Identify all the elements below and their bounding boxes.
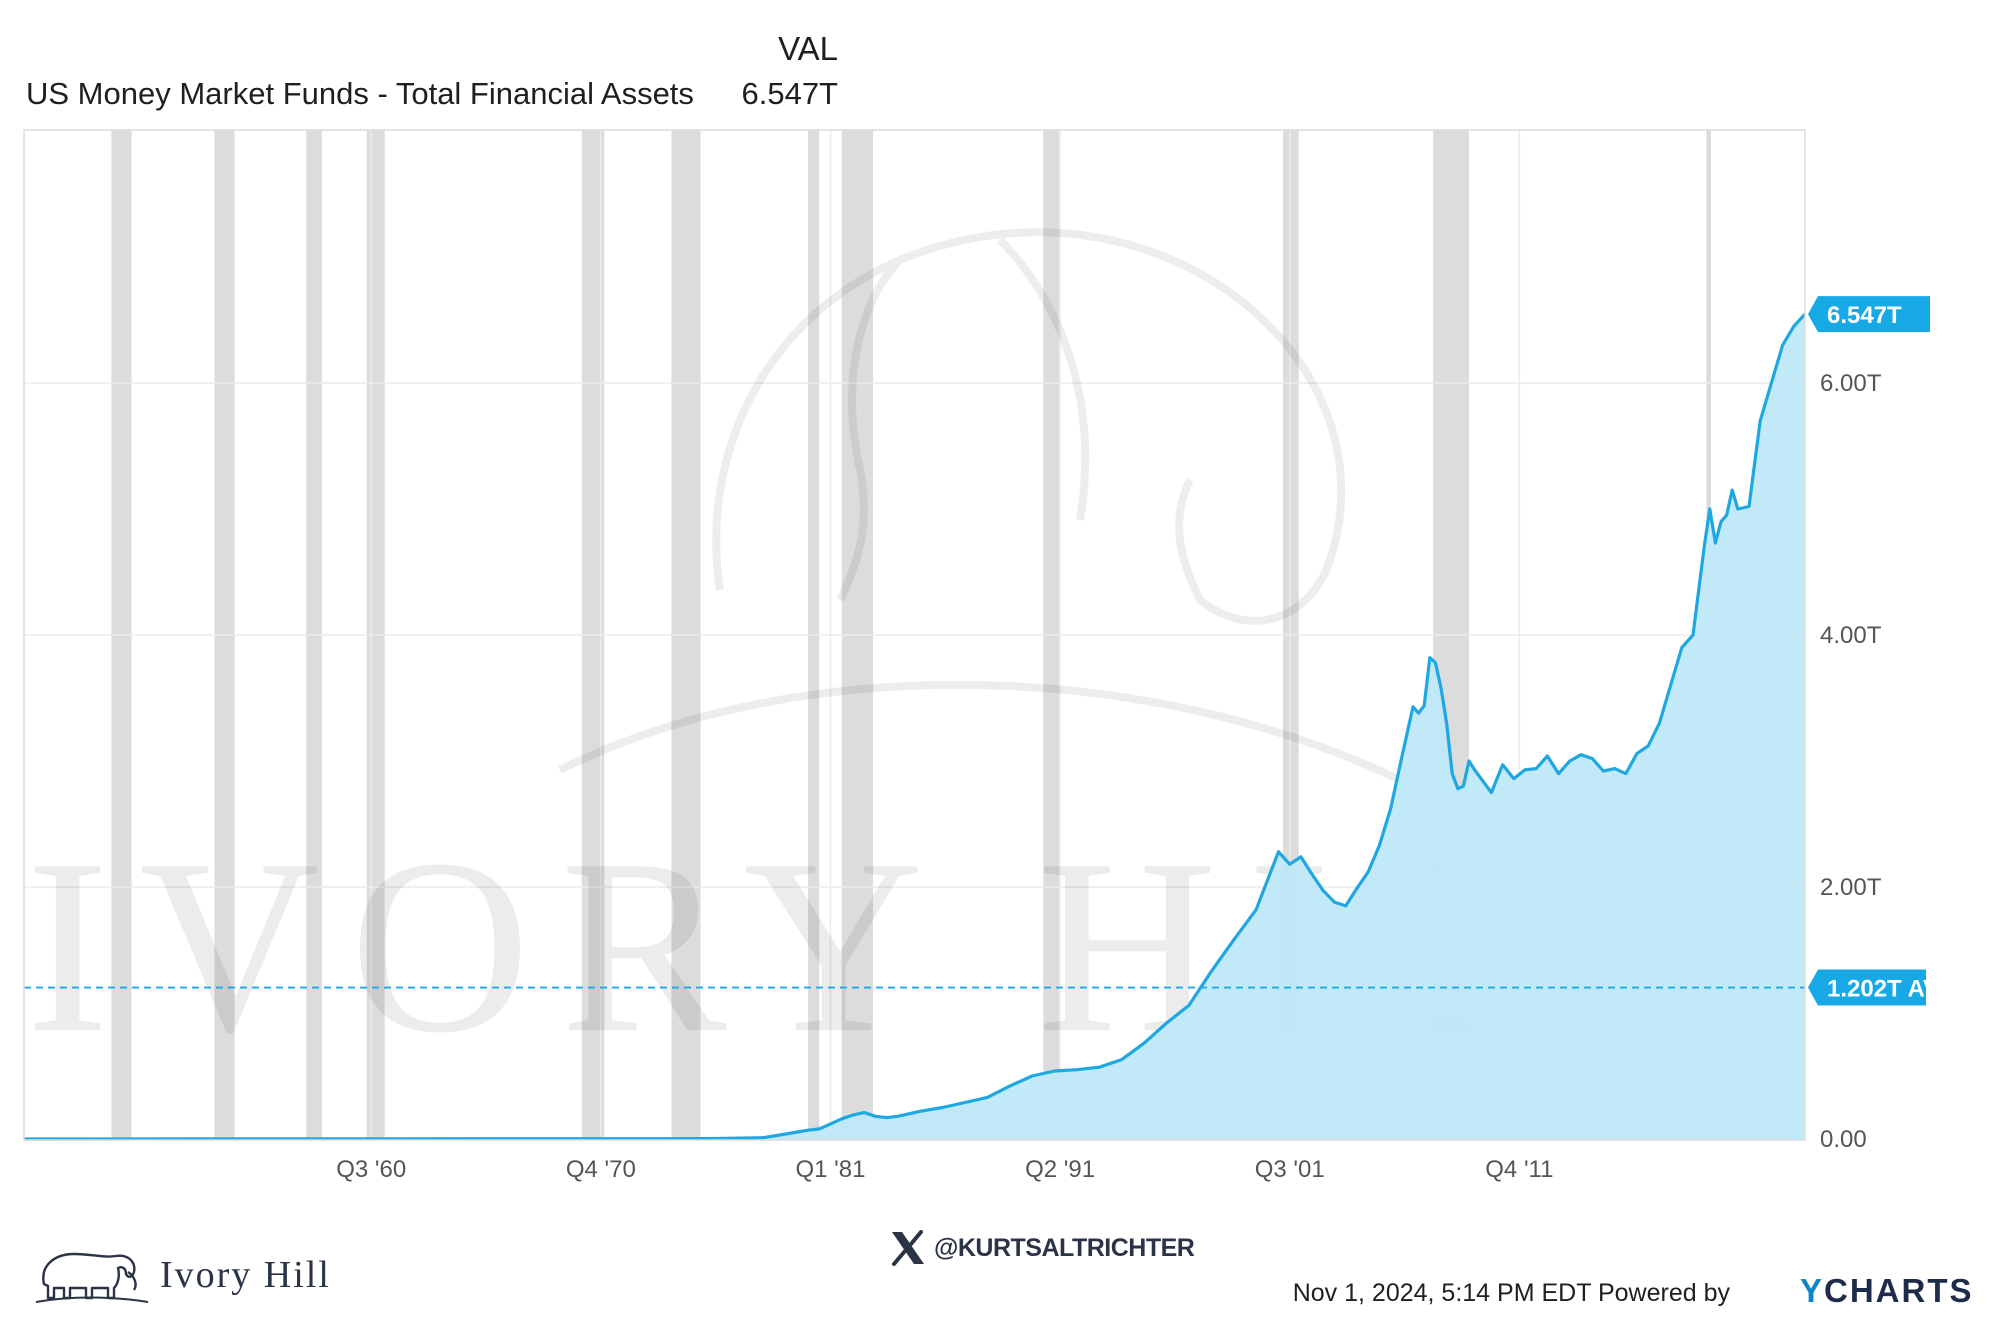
plot-frame [23, 129, 1806, 1141]
average-label-box [1808, 969, 1926, 1006]
handle-text: @KURTSALTRICHTER [934, 1233, 1195, 1262]
y-tick-label: 6.00T [1820, 370, 1882, 397]
x-tick-label: Q4 '70 [566, 1156, 636, 1183]
brand-name: Ivory Hill [160, 1254, 331, 1296]
y-tick-label: 4.00T [1820, 622, 1882, 649]
x-tick-label: Q4 '11 [1485, 1156, 1553, 1183]
x-tick-label: Q3 '01 [1255, 1156, 1325, 1183]
series-latest-value: 6.547T [741, 76, 838, 111]
end-value-text: 6.547T [1827, 302, 1902, 329]
series-line [23, 313, 1807, 1141]
series-area-fill [24, 314, 1805, 1141]
ycharts-logo-rest: CHARTS [1824, 1272, 1974, 1309]
end-value-box [1808, 296, 1930, 333]
x-logo-icon [892, 1230, 924, 1266]
timestamp: Nov 1, 2024, 5:14 PM EDT Powered by [1292, 1279, 1730, 1307]
value-column-header: VAL [778, 30, 838, 67]
average-label: 1.202T AVG [1827, 976, 1958, 1003]
ivory-hill-logo [30, 1236, 390, 1306]
y-axis-ticks: 0.00 2.00T 4.00T 6.00T [1820, 370, 1882, 1153]
elephant-watermark-icon [558, 228, 1402, 784]
social-handle[interactable]: @KURTSALTRICHTER [888, 1225, 1195, 1271]
area-series [23, 313, 1807, 1141]
x-axis-ticks: Q3 '60 Q4 '70 Q1 '81 Q2 '91 Q3 '01 Q4 '11 [336, 1156, 1553, 1183]
y-tick-label: 0.00 [1820, 1126, 1867, 1153]
y-tick-label: 2.00T [1820, 874, 1882, 901]
series-name[interactable]: US Money Market Funds - Total Financial … [26, 76, 694, 111]
average-line-group: 1.202T AVG [24, 969, 1958, 1006]
x-tick-label: Q3 '60 [336, 1156, 406, 1183]
elephant-icon [35, 1252, 149, 1303]
x-tick-label: Q1 '81 [796, 1156, 866, 1183]
chart-header: VAL US Money Market Funds - Total Financ… [0, 0, 900, 120]
ycharts-logo-y: Y [1800, 1272, 1825, 1309]
end-value-label: 6.547T [1808, 296, 1930, 333]
ycharts-logo[interactable]: Y CHARTS [1800, 1272, 1974, 1310]
x-tick-label: Q2 '91 [1025, 1156, 1095, 1183]
